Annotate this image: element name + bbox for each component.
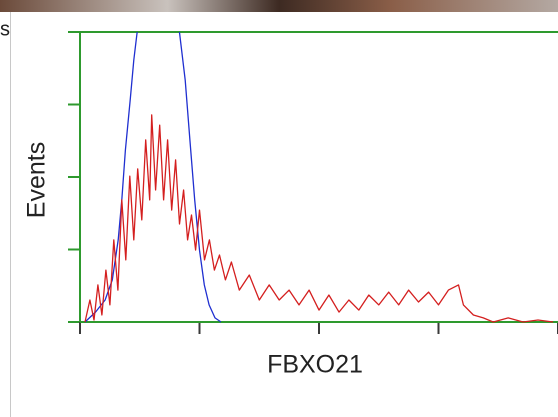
plot [68, 31, 558, 334]
plot-frame [79, 31, 558, 323]
y-axis-label: Events [23, 142, 51, 218]
series-line [84, 114, 554, 323]
image-strip [0, 0, 558, 12]
cut-text: s [0, 18, 10, 40]
x-axis-label: FBXO21 [267, 351, 363, 379]
series-line [84, 32, 222, 323]
